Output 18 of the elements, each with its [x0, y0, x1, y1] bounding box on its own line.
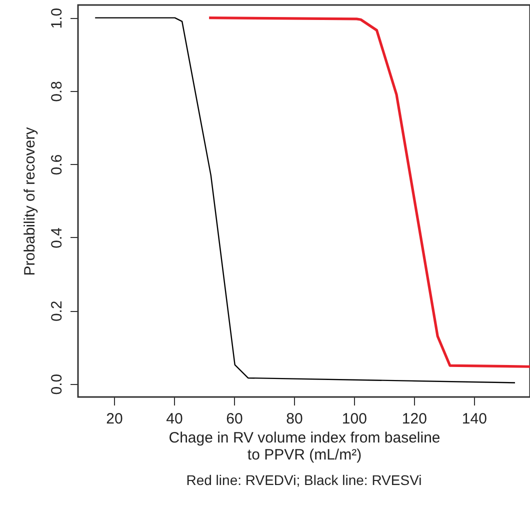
y-axis-title: Probability of recovery: [22, 126, 38, 276]
y-tick-label: 0.2: [48, 300, 66, 322]
x-tick-label: 140: [462, 410, 487, 428]
y-tick-label: 0.6: [48, 154, 66, 176]
x-tick-label: 20: [106, 410, 123, 428]
x-tick-label: 80: [286, 410, 303, 428]
line-series: [94, 17, 516, 384]
x-tick-label: 120: [402, 410, 427, 428]
y-tick-label: 1.0: [48, 8, 66, 29]
x-axis-title: Chage in RV volume index from baseline to PPVR (mL/m²): [168, 430, 440, 464]
y-tick-label: 0.0: [48, 374, 66, 395]
line-series: [208, 16, 530, 368]
y-tick-label: 0.4: [48, 227, 66, 248]
text: Red line: RVEDVi; Black line: RVESVi: [186, 472, 422, 488]
x-tick-label: 60: [226, 410, 243, 428]
x-tick-label: 40: [166, 410, 183, 428]
y-tick-label: 0.8: [48, 81, 66, 102]
x-tick-label: 100: [342, 410, 367, 428]
